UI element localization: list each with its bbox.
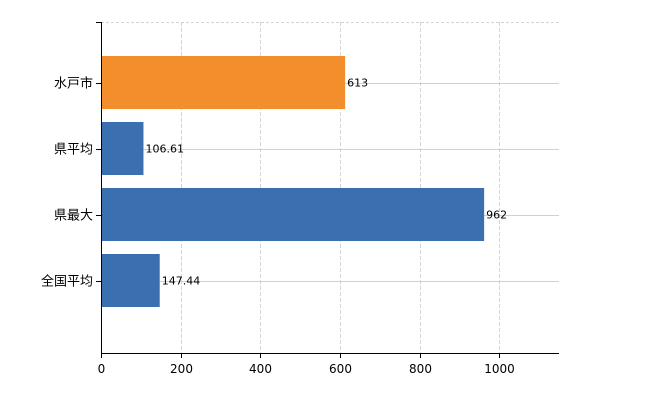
y-tick-label: 県最大: [54, 209, 93, 224]
labels: 613 水戸市 106.61 県平均 962 県最大 147.44 全国平均 0 200 400 60…: [41, 76, 515, 377]
bar: [101, 254, 160, 307]
data-label: 962: [486, 209, 507, 222]
bar: [101, 56, 346, 109]
x-tick-label: 800: [409, 362, 432, 376]
data-label: 147.44: [162, 275, 201, 288]
bar: [101, 122, 144, 175]
y-tick-label: 水戸市: [54, 76, 93, 92]
x-tick-label: 400: [249, 362, 272, 376]
y-tick-label: 全国平均: [41, 274, 93, 290]
bar: [101, 188, 485, 241]
bars: [101, 56, 485, 307]
x-tick-label: 0: [98, 362, 106, 376]
data-label: 613: [347, 77, 368, 90]
data-label: 106.61: [145, 143, 184, 156]
y-tick-label: 県平均: [54, 143, 93, 158]
axes: [96, 22, 559, 358]
x-tick-label: 200: [170, 362, 193, 376]
x-tick-label: 600: [329, 362, 352, 376]
x-tick-label: 1000: [484, 362, 515, 376]
